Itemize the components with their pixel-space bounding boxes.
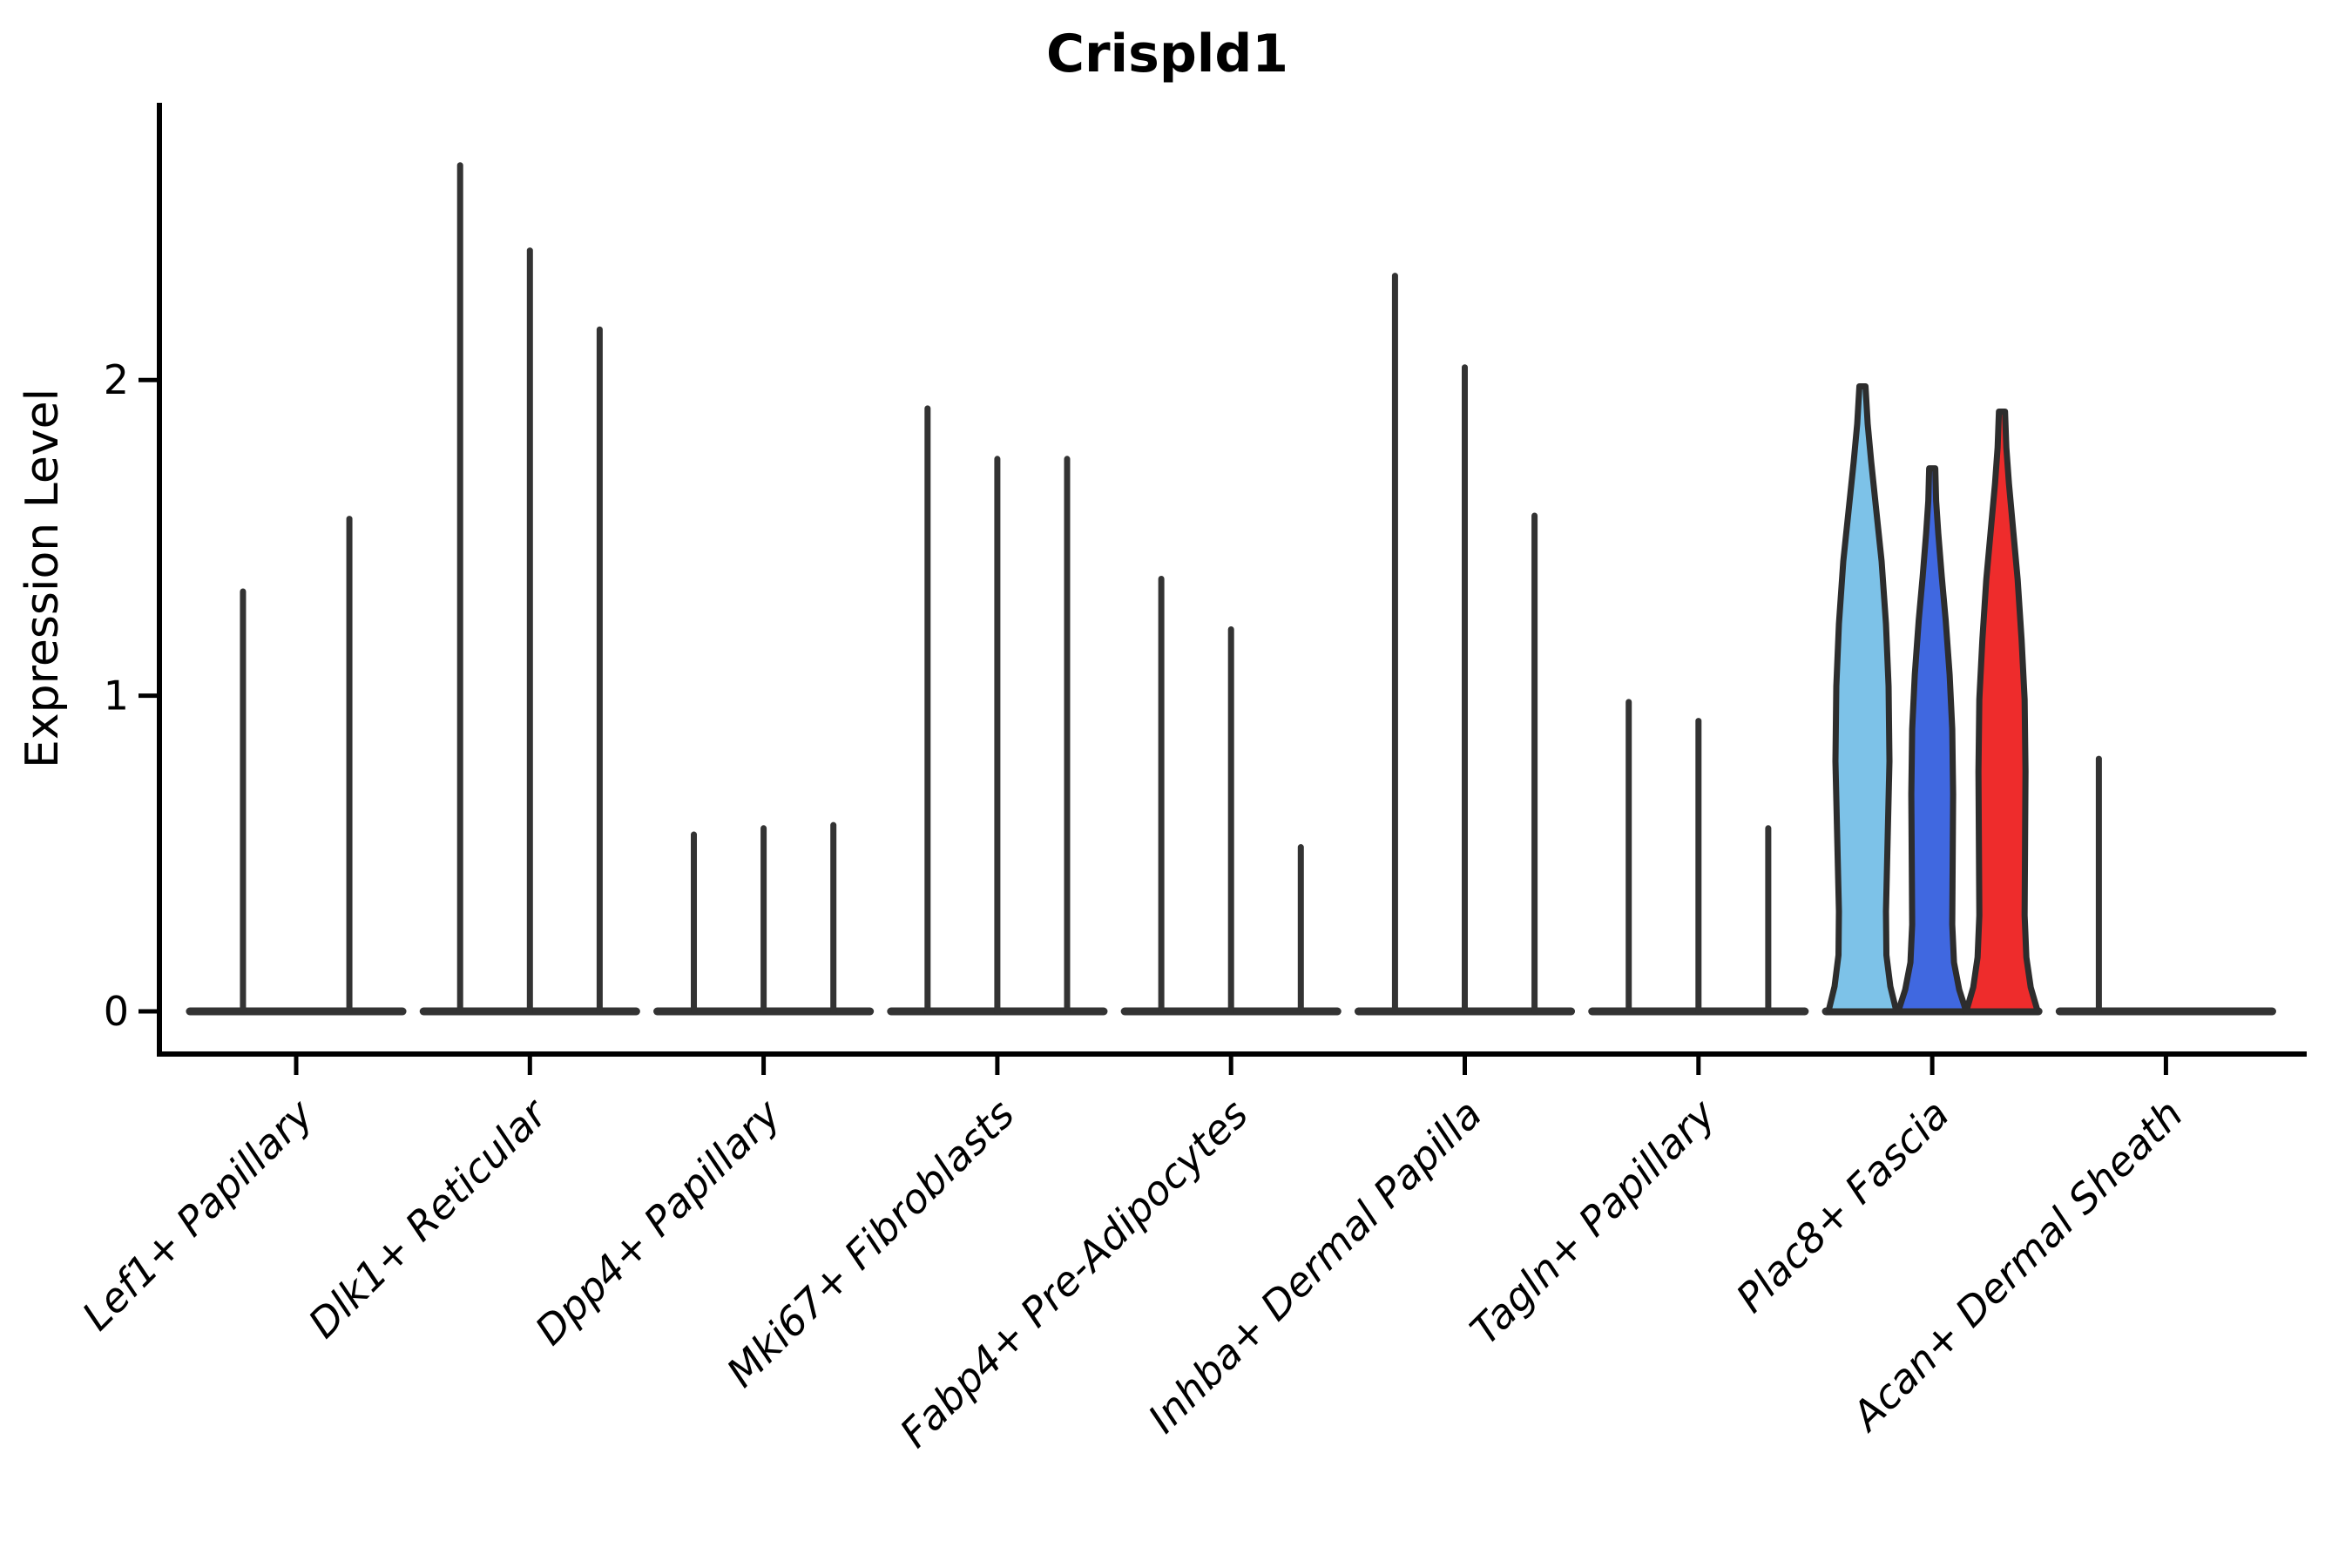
- x-tick-label-2: Dlk1+ Reticular: [299, 1088, 558, 1347]
- x-tick-label-7: Tagln+ Papillary: [1461, 1090, 1725, 1354]
- violins-layer: [240, 162, 2102, 1015]
- x-tick-label-1: Lef1+ Papillary: [73, 1090, 322, 1339]
- y-axis-label: Expression Level: [17, 389, 69, 768]
- chart-title: Crispld1: [1046, 24, 1288, 84]
- highlight-violin: [1895, 465, 1970, 1015]
- y-tick-label-1: 1: [104, 672, 129, 720]
- x-tick-label-8: Plac8+ Fascia: [1727, 1091, 1957, 1321]
- y-tick-label-0: 0: [104, 988, 129, 1035]
- axis-ticks-layer: [139, 377, 2168, 1075]
- y-tick-label-2: 2: [104, 356, 129, 403]
- x-tick-label-3: Dpp4+ Papillary: [526, 1090, 790, 1354]
- highlight-violin: [1963, 408, 2041, 1015]
- highlight-violin: [1825, 382, 1900, 1015]
